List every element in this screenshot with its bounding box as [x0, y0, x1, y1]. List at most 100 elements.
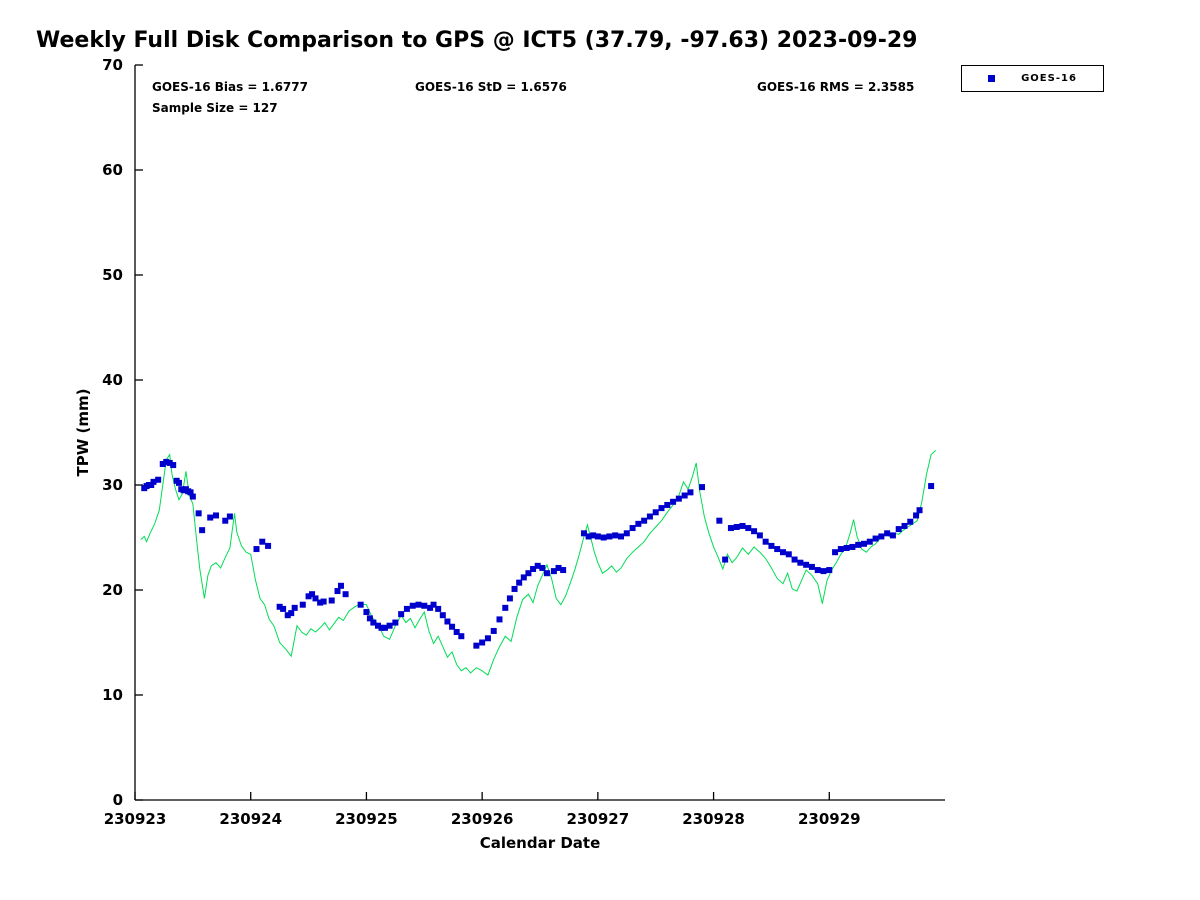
- goes16-marker: [516, 579, 523, 586]
- goes16-marker: [490, 627, 497, 634]
- goes16-marker: [511, 585, 518, 592]
- goes16-marker: [370, 619, 377, 626]
- goes16-marker: [727, 525, 734, 532]
- goes16-marker: [928, 483, 935, 490]
- goes16-marker: [687, 489, 694, 496]
- goes16-marker: [539, 564, 546, 571]
- goes16-marker: [849, 543, 856, 550]
- goes16-marker: [409, 602, 416, 609]
- annotation-bias: GOES-16 Bias = 1.6777: [152, 80, 308, 94]
- goes16-marker: [226, 513, 233, 520]
- goes16-marker: [421, 602, 428, 609]
- goes16-marker: [594, 533, 601, 540]
- goes16-marker: [606, 533, 613, 540]
- goes16-marker: [317, 599, 324, 606]
- goes16-marker: [675, 495, 682, 502]
- goes16-marker: [276, 603, 283, 610]
- goes16-marker: [484, 635, 491, 642]
- goes16-marker: [342, 591, 349, 598]
- goes16-marker: [907, 518, 914, 525]
- goes16-marker: [855, 541, 862, 548]
- goes16-marker: [901, 522, 908, 529]
- goes16-marker: [774, 546, 781, 553]
- goes16-marker: [555, 564, 562, 571]
- goes16-marker: [195, 510, 202, 517]
- gps-line: [140, 449, 937, 676]
- goes16-marker: [280, 605, 287, 612]
- goes16-marker: [745, 525, 752, 532]
- goes16-marker: [187, 489, 194, 496]
- goes16-marker: [320, 598, 327, 605]
- goes16-marker: [375, 622, 381, 629]
- goes16-marker: [534, 562, 541, 569]
- goes16-marker: [366, 615, 373, 622]
- goes16-marker: [150, 478, 157, 485]
- goes16-marker: [403, 605, 410, 612]
- goes16-marker: [444, 618, 451, 625]
- goes16-marker: [378, 624, 385, 631]
- goes16-marker: [641, 517, 648, 524]
- goes16-marker: [739, 522, 746, 529]
- goes16-marker: [458, 633, 465, 640]
- goes16-marker: [590, 532, 597, 539]
- goes16-marker: [435, 605, 442, 612]
- goes16-marker: [716, 517, 723, 524]
- goes16-marker: [170, 462, 177, 469]
- goes16-marker: [473, 642, 480, 649]
- x-axis-label: Calendar Date: [480, 834, 601, 852]
- goes16-marker: [832, 549, 839, 556]
- goes16-marker: [427, 604, 434, 611]
- y-tick-label: 50: [102, 266, 123, 284]
- goes16-marker: [496, 616, 503, 623]
- goes16-marker: [629, 525, 636, 532]
- goes16-marker: [415, 601, 422, 608]
- legend-label: GOES-16: [1021, 73, 1077, 84]
- goes16-marker: [299, 601, 306, 608]
- goes16-marker: [808, 563, 815, 570]
- goes16-marker: [681, 492, 688, 499]
- y-tick-label: 60: [102, 161, 123, 179]
- goes16-marker: [560, 567, 567, 574]
- y-tick-label: 20: [102, 581, 123, 599]
- y-tick-label: 70: [102, 56, 123, 74]
- goes16-marker: [733, 524, 740, 530]
- chart-title: Weekly Full Disk Comparison to GPS @ ICT…: [36, 28, 918, 53]
- goes16-marker: [889, 532, 896, 539]
- goes16-marker: [479, 639, 486, 646]
- x-tick-label: 230928: [682, 810, 745, 828]
- goes16-marker: [430, 601, 437, 608]
- goes16-marker: [357, 601, 364, 608]
- goes16-marker: [646, 513, 653, 520]
- goes16-marker: [612, 532, 619, 539]
- goes16-marker: [284, 612, 291, 619]
- goes16-marker: [916, 507, 923, 514]
- goes16-marker: [785, 551, 792, 558]
- goes16-marker: [291, 604, 298, 611]
- legend: GOES-16: [961, 65, 1104, 92]
- goes16-marker: [386, 622, 393, 629]
- goes16-marker: [543, 570, 550, 577]
- x-tick-label: 230925: [335, 810, 398, 828]
- x-tick-label: 230927: [567, 810, 630, 828]
- goes16-marker: [635, 520, 642, 527]
- goes16-marker: [520, 574, 527, 581]
- goes16-marker: [768, 542, 775, 549]
- goes16-marker: [163, 458, 170, 465]
- goes16-marker: [363, 609, 370, 616]
- goes16-marker: [751, 528, 758, 535]
- goes16-marker: [305, 593, 312, 600]
- goes16-marker: [312, 595, 319, 602]
- goes16-marker: [334, 588, 341, 595]
- goes16-marker: [826, 567, 833, 574]
- x-tick-label: 230923: [104, 810, 167, 828]
- goes16-marker: [550, 568, 557, 575]
- goes16-marker: [820, 568, 827, 575]
- goes16-marker: [525, 570, 532, 577]
- goes16-marker: [585, 533, 592, 540]
- goes16-marker: [199, 527, 206, 534]
- goes16-marker: [722, 556, 729, 563]
- goes16-marker: [148, 482, 155, 488]
- goes16-marker: [213, 512, 219, 519]
